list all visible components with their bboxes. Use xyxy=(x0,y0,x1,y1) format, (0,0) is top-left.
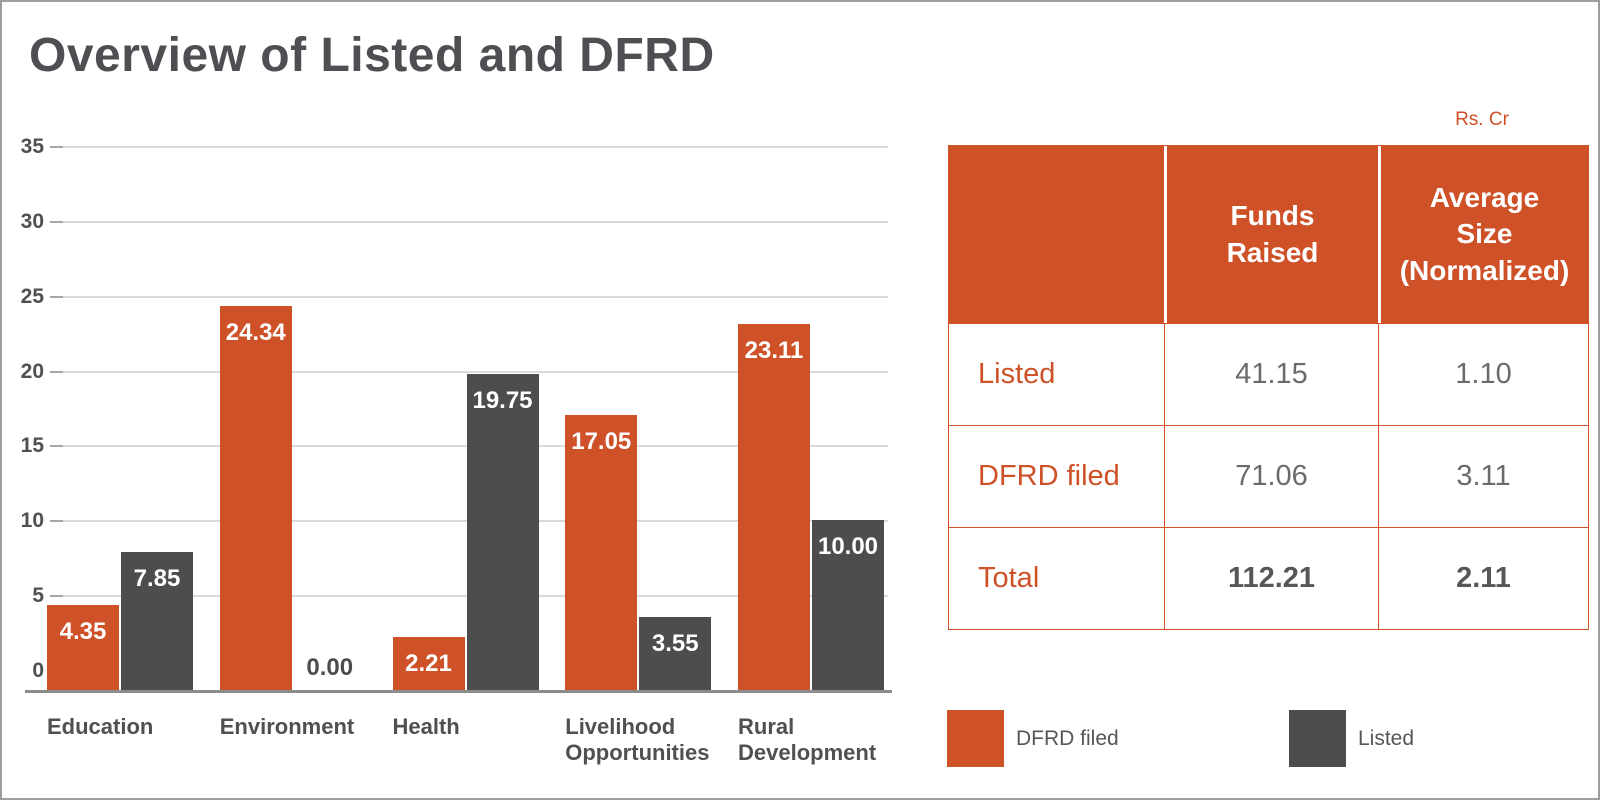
bar-value-label: 4.35 xyxy=(59,617,107,645)
y-axis: 35 30 25 20 15 10 5 0 xyxy=(2,135,44,687)
y-axis-tick-label-35: 35 xyxy=(20,135,44,158)
x-axis-label-environment: Environment xyxy=(219,714,355,739)
gridline-20 xyxy=(50,370,888,373)
page-title: Overview of Listed and DFRD xyxy=(29,29,715,82)
x-axis-label-rural-development: Rural Development xyxy=(738,714,877,765)
table-header-empty xyxy=(949,146,1164,323)
bar-value-label: 23.11 xyxy=(744,337,804,365)
bar-value-label-zero-environment-listed: 0.00 xyxy=(306,654,354,681)
table-row-label-listed: Listed xyxy=(949,323,1164,425)
table-header-funds-raised: Funds Raised xyxy=(1164,146,1378,323)
bar-environment-dfrd-filed: 24.34 xyxy=(219,305,292,690)
bar-rural-development-listed: 10.00 xyxy=(812,520,884,690)
x-axis-label-education: Education xyxy=(47,714,154,739)
bar-value-label: 24.34 xyxy=(225,318,286,346)
x-axis-label-livelihood-opportunities: Livelihood Opportunities xyxy=(565,714,710,765)
legend-item-listed: Listed xyxy=(1289,710,1414,767)
y-axis-tick-label-15: 15 xyxy=(20,434,44,458)
bar-chart-plot-area: 4.35 7.85 24.34 0.00 2.21 19.75 17.05 3.55 23.11… xyxy=(25,146,892,693)
bar-livelihood-opportunities-listed: 3.55 xyxy=(639,616,712,690)
table-cell-dfrd-avg: 3.11 xyxy=(1378,425,1588,527)
legend-item-dfrd-filed: DFRD filed xyxy=(947,710,1119,767)
y-axis-tick-label-25: 25 xyxy=(20,284,44,308)
bar-livelihood-opportunities-dfrd-filed: 17.05 xyxy=(565,414,638,690)
y-axis-tick-label-20: 20 xyxy=(20,359,44,383)
bar-value-label: 7.85 xyxy=(133,565,181,593)
bar-education-listed: 7.85 xyxy=(121,552,193,690)
table-cell-total-avg: 2.11 xyxy=(1378,527,1588,629)
bar-group-education: 4.35 7.85 xyxy=(47,147,193,690)
bar-group-environment: 24.34 0.00 xyxy=(219,147,366,690)
bar-value-label: 10.00 xyxy=(817,533,879,561)
table-row-label-dfrd-filed: DFRD filed xyxy=(949,425,1164,527)
bars-layer: 4.35 7.85 24.34 0.00 2.21 19.75 17.05 3.55 23.11… xyxy=(47,147,888,690)
legend-swatch-listed xyxy=(1289,710,1346,767)
bar-group-health: 2.21 19.75 xyxy=(392,147,539,690)
x-axis-category-labels: Education Environment Health Livelihood Opp… xyxy=(47,714,888,784)
x-axis-line xyxy=(25,690,892,693)
bar-health-dfrd-filed: 2.21 xyxy=(392,636,465,690)
summary-table: Funds Raised Average Size (Normalized) L… xyxy=(948,145,1589,630)
gridline-25 xyxy=(50,295,888,298)
bar-health-listed: 19.75 xyxy=(466,374,539,690)
y-axis-tick-label-30: 30 xyxy=(20,209,44,233)
bar-value-label: 17.05 xyxy=(571,427,632,455)
gridline-30 xyxy=(50,220,888,223)
bar-group-rural-development: 23.11 10.00 xyxy=(738,147,884,690)
y-axis-tick-label-5: 5 xyxy=(32,584,44,608)
bar-value-label: 3.55 xyxy=(651,629,699,657)
table-header-average-size: Average Size (Normalized) xyxy=(1378,146,1588,323)
x-axis-label-health: Health xyxy=(392,714,460,739)
legend-label-listed: Listed xyxy=(1358,726,1415,750)
legend-swatch-dfrd-filed xyxy=(947,710,1004,767)
currency-unit-label: Rs. Cr xyxy=(1455,109,1509,130)
bar-value-label: 19.75 xyxy=(472,387,533,415)
bar-rural-development-dfrd-filed: 23.11 xyxy=(738,324,810,690)
bar-value-label: 2.21 xyxy=(405,649,452,677)
table-cell-listed-avg: 1.10 xyxy=(1378,323,1588,425)
bar-education-dfrd-filed: 4.35 xyxy=(47,604,119,690)
table-cell-total-funds: 112.21 xyxy=(1164,527,1378,629)
y-axis-tick-label-10: 10 xyxy=(20,509,44,533)
table-cell-dfrd-funds: 71.06 xyxy=(1164,425,1378,527)
table-cell-listed-funds: 41.15 xyxy=(1164,323,1378,425)
bar-group-livelihood-opportunities: 17.05 3.55 xyxy=(565,147,712,690)
y-axis-tick-label-0: 0 xyxy=(32,659,44,682)
legend-label-dfrd-filed: DFRD filed xyxy=(1016,726,1119,750)
gridline-35 xyxy=(50,146,888,148)
table-row-label-total: Total xyxy=(949,527,1164,629)
